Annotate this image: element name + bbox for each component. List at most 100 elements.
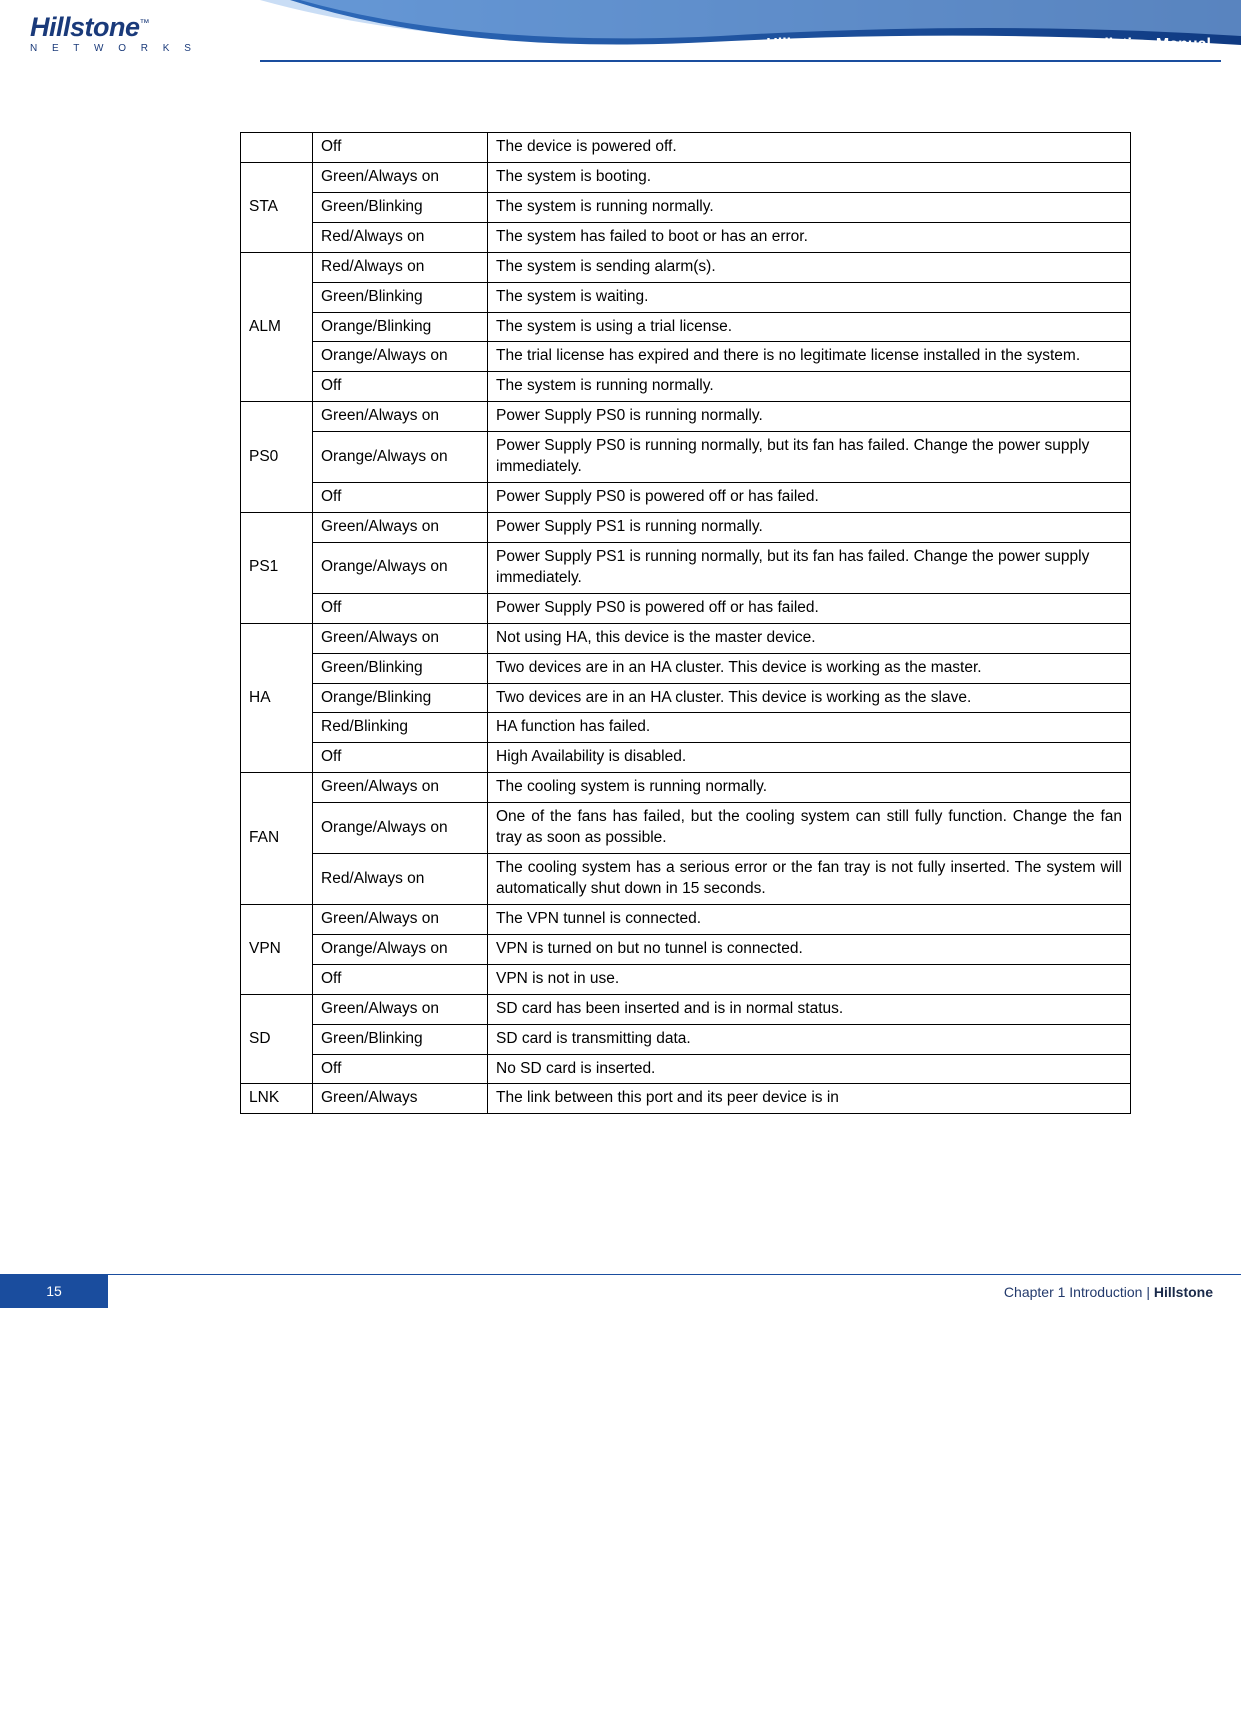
state-cell: Orange/Blinking: [313, 683, 488, 713]
state-cell: Orange/Always on: [313, 342, 488, 372]
desc-cell: Power Supply PS0 is running normally.: [488, 402, 1131, 432]
led-cell: VPN: [241, 904, 313, 994]
desc-cell: The cooling system is running normally.: [488, 773, 1131, 803]
state-cell: Green/Always on: [313, 162, 488, 192]
table-row: OffPower Supply PS0 is powered off or ha…: [241, 483, 1131, 513]
desc-cell: SD card is transmitting data.: [488, 1024, 1131, 1054]
state-cell: Green/Always on: [313, 623, 488, 653]
table-row: OffThe device is powered off.: [241, 133, 1131, 163]
desc-cell: High Availability is disabled.: [488, 743, 1131, 773]
table-row: Orange/Always onVPN is turned on but no …: [241, 934, 1131, 964]
desc-cell: No SD card is inserted.: [488, 1054, 1131, 1084]
desc-cell: The device is powered off.: [488, 133, 1131, 163]
state-cell: Orange/Always on: [313, 542, 488, 593]
desc-cell: VPN is turned on but no tunnel is connec…: [488, 934, 1131, 964]
table-row: ALMRed/Always onThe system is sending al…: [241, 252, 1131, 282]
led-cell: ALM: [241, 252, 313, 402]
logo-tm-icon: ™: [140, 18, 150, 29]
desc-cell: The system is sending alarm(s).: [488, 252, 1131, 282]
led-cell: STA: [241, 162, 313, 252]
logo-text: Hillstone: [30, 12, 140, 42]
logo-sub: N E T W O R K S: [30, 43, 260, 54]
state-cell: Off: [313, 964, 488, 994]
state-cell: Green/Always on: [313, 512, 488, 542]
page-header: Hillstone™ N E T W O R K S Hillstone Mul…: [0, 0, 1241, 72]
table-row: OffNo SD card is inserted.: [241, 1054, 1131, 1084]
table-row: Green/BlinkingThe system is running norm…: [241, 192, 1131, 222]
table-row: Green/BlinkingThe system is waiting.: [241, 282, 1131, 312]
desc-cell: The cooling system has a serious error o…: [488, 854, 1131, 905]
desc-cell: One of the fans has failed, but the cool…: [488, 803, 1131, 854]
table-row: LNKGreen/AlwaysThe link between this por…: [241, 1084, 1131, 1114]
state-cell: Off: [313, 372, 488, 402]
table-row: Green/BlinkingTwo devices are in an HA c…: [241, 653, 1131, 683]
led-cell: FAN: [241, 773, 313, 905]
state-cell: Off: [313, 133, 488, 163]
footer-sep: |: [1142, 1284, 1153, 1300]
state-cell: Orange/Blinking: [313, 312, 488, 342]
led-cell: PS0: [241, 402, 313, 513]
table-row: Orange/Always onOne of the fans has fail…: [241, 803, 1131, 854]
table-row: STAGreen/Always onThe system is booting.: [241, 162, 1131, 192]
page-number: 15: [46, 1283, 62, 1299]
table-row: HAGreen/Always onNot using HA, this devi…: [241, 623, 1131, 653]
table-row: Red/Always onThe cooling system has a se…: [241, 854, 1131, 905]
state-cell: Green/Blinking: [313, 192, 488, 222]
banner-title: Hillstone Multi-core Security Appliance …: [766, 36, 1211, 54]
table-row: Orange/Always onPower Supply PS0 is runn…: [241, 432, 1131, 483]
state-cell: Off: [313, 743, 488, 773]
footer-brand: Hillstone: [1154, 1284, 1213, 1300]
state-cell: Green/Blinking: [313, 1024, 488, 1054]
table-row: Orange/BlinkingThe system is using a tri…: [241, 312, 1131, 342]
led-cell: SD: [241, 994, 313, 1084]
content-area: OffThe device is powered off.STAGreen/Al…: [0, 72, 1241, 1154]
table-row: Orange/Always onThe trial license has ex…: [241, 342, 1131, 372]
desc-cell: Two devices are in an HA cluster. This d…: [488, 683, 1131, 713]
page-footer: 15 Chapter 1 Introduction | Hillstone: [0, 1274, 1241, 1308]
state-cell: Red/Always on: [313, 854, 488, 905]
table-row: Green/BlinkingSD card is transmitting da…: [241, 1024, 1131, 1054]
state-cell: Green/Blinking: [313, 282, 488, 312]
state-cell: Orange/Always on: [313, 934, 488, 964]
logo-area: Hillstone™ N E T W O R K S: [0, 0, 260, 54]
state-cell: Red/Always on: [313, 252, 488, 282]
table-row: PS0Green/Always onPower Supply PS0 is ru…: [241, 402, 1131, 432]
table-row: OffPower Supply PS0 is powered off or ha…: [241, 593, 1131, 623]
footer-chapter: Chapter 1 Introduction: [1004, 1284, 1143, 1300]
state-cell: Green/Always on: [313, 904, 488, 934]
state-cell: Off: [313, 1054, 488, 1084]
desc-cell: Power Supply PS0 is running normally, bu…: [488, 432, 1131, 483]
table-row: OffVPN is not in use.: [241, 964, 1131, 994]
led-cell: PS1: [241, 512, 313, 623]
state-cell: Red/Always on: [313, 222, 488, 252]
desc-cell: The system is booting.: [488, 162, 1131, 192]
desc-cell: The system is waiting.: [488, 282, 1131, 312]
table-row: VPNGreen/Always onThe VPN tunnel is conn…: [241, 904, 1131, 934]
desc-cell: Not using HA, this device is the master …: [488, 623, 1131, 653]
table-row: Red/Always onThe system has failed to bo…: [241, 222, 1131, 252]
led-cell: LNK: [241, 1084, 313, 1114]
state-cell: Orange/Always on: [313, 432, 488, 483]
state-cell: Orange/Always on: [313, 803, 488, 854]
desc-cell: The system is running normally.: [488, 192, 1131, 222]
footer-right: Chapter 1 Introduction | Hillstone: [108, 1274, 1241, 1308]
desc-cell: The system is using a trial license.: [488, 312, 1131, 342]
table-row: SDGreen/Always onSD card has been insert…: [241, 994, 1131, 1024]
state-cell: Green/Blinking: [313, 653, 488, 683]
table-row: OffHigh Availability is disabled.: [241, 743, 1131, 773]
state-cell: Red/Blinking: [313, 713, 488, 743]
desc-cell: VPN is not in use.: [488, 964, 1131, 994]
led-cell: HA: [241, 623, 313, 773]
table-row: Orange/BlinkingTwo devices are in an HA …: [241, 683, 1131, 713]
desc-cell: The VPN tunnel is connected.: [488, 904, 1131, 934]
header-underline: [260, 60, 1221, 62]
desc-cell: Power Supply PS1 is running normally.: [488, 512, 1131, 542]
table-row: Orange/Always onPower Supply PS1 is runn…: [241, 542, 1131, 593]
desc-cell: Two devices are in an HA cluster. This d…: [488, 653, 1131, 683]
table-row: PS1Green/Always onPower Supply PS1 is ru…: [241, 512, 1131, 542]
desc-cell: SD card has been inserted and is in norm…: [488, 994, 1131, 1024]
state-cell: Green/Always on: [313, 402, 488, 432]
desc-cell: Power Supply PS0 is powered off or has f…: [488, 593, 1131, 623]
state-cell: Off: [313, 593, 488, 623]
page-number-box: 15: [0, 1274, 108, 1308]
